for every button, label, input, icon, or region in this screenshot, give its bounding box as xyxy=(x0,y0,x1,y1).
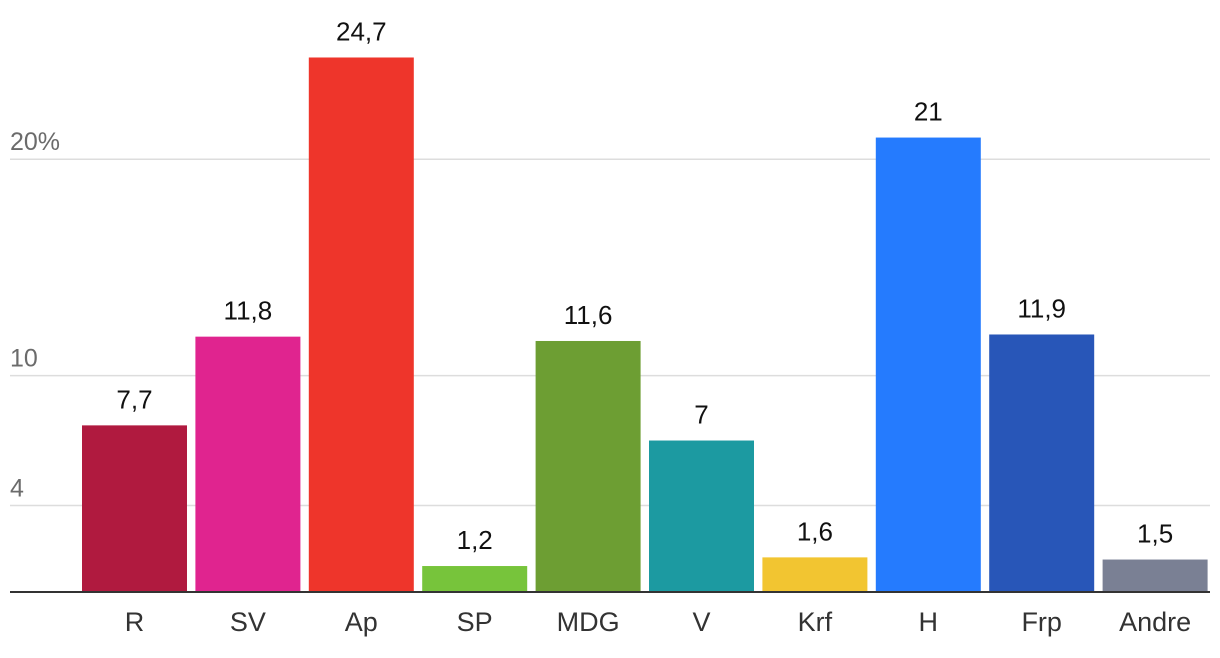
value-label-r: 7,7 xyxy=(116,384,152,414)
bar-andre xyxy=(1102,559,1208,592)
category-label-h: H xyxy=(919,607,939,637)
y-axis-ticks: 4 10 20% xyxy=(10,128,60,502)
bar-sv xyxy=(195,336,301,592)
bar-r xyxy=(82,425,187,592)
value-label-ap: 24,7 xyxy=(336,16,387,46)
bar-sp xyxy=(422,566,528,592)
bar-mdg xyxy=(535,340,641,592)
category-label-andre: Andre xyxy=(1119,607,1191,637)
bar-frp xyxy=(989,334,1095,592)
y-tick-label: 4 xyxy=(10,474,24,502)
category-label-frp: Frp xyxy=(1021,607,1062,637)
value-label-v: 7 xyxy=(694,400,708,430)
y-tick-label: 20% xyxy=(10,128,60,156)
value-label-mdg: 11,6 xyxy=(564,300,613,330)
value-labels: 7,7 11,8 24,7 1,2 11,6 7 1,6 21 11,9 1,5 xyxy=(116,16,1173,555)
bar-krf xyxy=(762,557,868,592)
category-label-r: R xyxy=(125,607,145,637)
value-label-h: 21 xyxy=(914,97,943,127)
bars xyxy=(82,57,1208,592)
value-label-krf: 1,6 xyxy=(797,516,833,546)
y-tick-label: 10 xyxy=(10,345,38,373)
category-label-sp: SP xyxy=(457,607,493,637)
value-label-andre: 1,5 xyxy=(1137,519,1173,549)
value-label-sp: 1,2 xyxy=(457,525,493,555)
category-label-ap: Ap xyxy=(345,607,378,637)
bar-h xyxy=(875,137,981,592)
bar-v xyxy=(649,440,754,592)
value-label-frp: 11,9 xyxy=(1017,293,1066,323)
category-label-v: V xyxy=(692,607,710,637)
category-label-mdg: MDG xyxy=(557,607,620,637)
category-label-krf: Krf xyxy=(798,607,833,637)
x-axis-categories: R SV Ap SP MDG V Krf H Frp Andre xyxy=(125,607,1191,637)
category-label-sv: SV xyxy=(230,607,266,637)
value-label-sv: 11,8 xyxy=(224,296,273,326)
bar-ap xyxy=(308,57,414,592)
